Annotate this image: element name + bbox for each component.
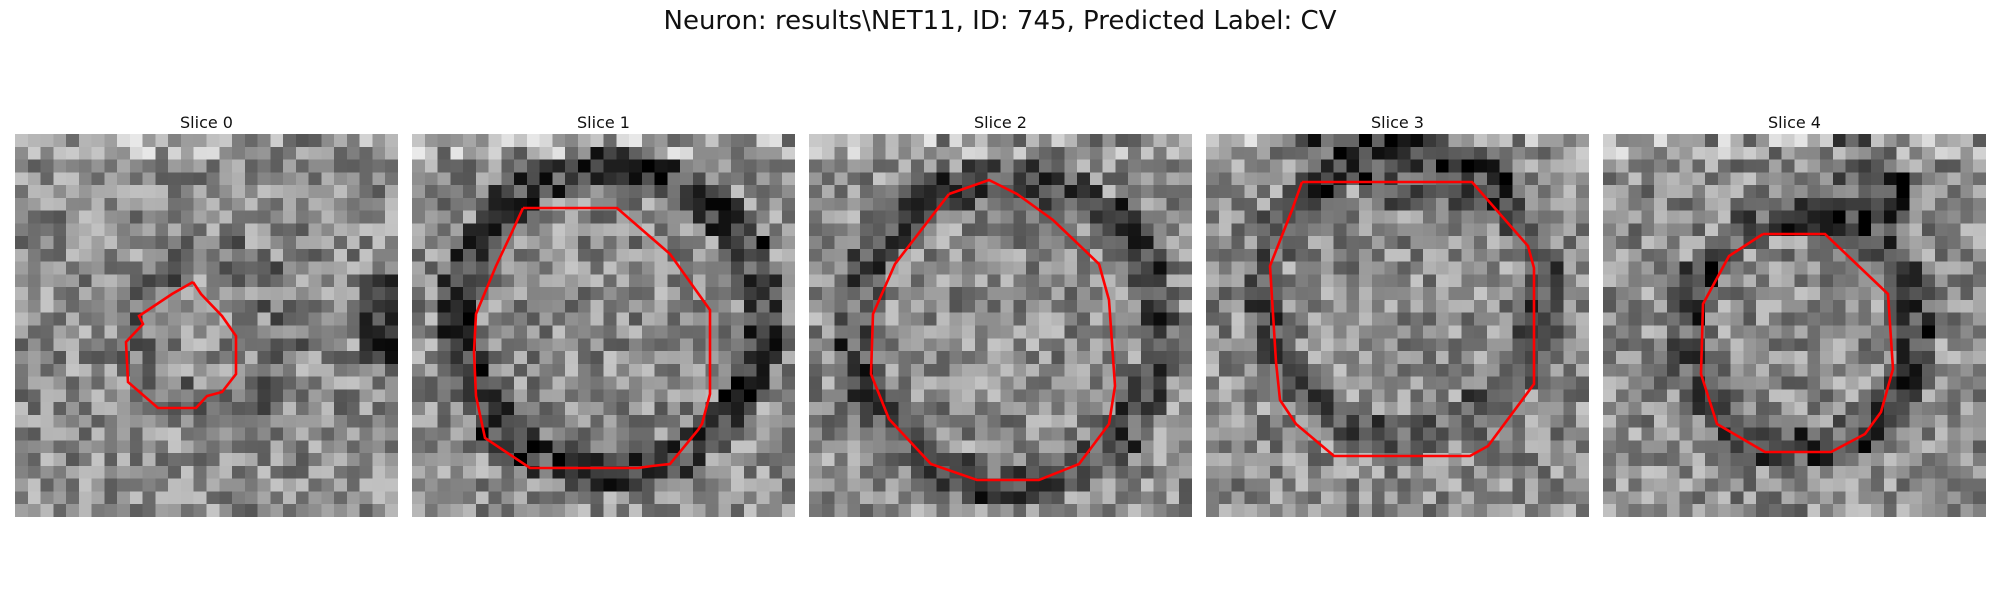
contour-overlay-0 (124, 280, 238, 410)
slice-panel-1: Slice 1 (412, 112, 795, 517)
slice-image-1 (412, 134, 795, 517)
slice-panel-3: Slice 3 (1206, 112, 1589, 517)
roi-contour-2 (869, 178, 1117, 482)
roi-contour-3 (1268, 180, 1536, 458)
slice-title-1: Slice 1 (577, 113, 630, 132)
slice-panel-0: Slice 0 (15, 112, 398, 517)
slice-image-4 (1603, 134, 1986, 517)
slice-title-3: Slice 3 (1371, 113, 1424, 132)
roi-contour-4 (1699, 232, 1895, 454)
roi-contour-0 (124, 280, 238, 410)
slice-image-0 (15, 134, 398, 517)
slice-title-2: Slice 2 (974, 113, 1027, 132)
slice-panel-4: Slice 4 (1603, 112, 1986, 517)
slice-panel-2: Slice 2 (809, 112, 1192, 517)
contour-overlay-3 (1268, 180, 1536, 458)
grayscale-patch-0 (15, 134, 398, 517)
figure-title: Neuron: results\NET11, ID: 745, Predicte… (663, 6, 1337, 36)
contour-overlay-4 (1699, 232, 1895, 454)
contour-overlay-1 (472, 206, 712, 470)
grayscale-patch-3 (1206, 134, 1589, 517)
roi-contour-1 (472, 206, 712, 470)
slice-title-4: Slice 4 (1768, 113, 1821, 132)
contour-overlay-2 (869, 178, 1117, 482)
slice-image-2 (809, 134, 1192, 517)
slice-image-3 (1206, 134, 1589, 517)
slice-title-0: Slice 0 (180, 113, 233, 132)
